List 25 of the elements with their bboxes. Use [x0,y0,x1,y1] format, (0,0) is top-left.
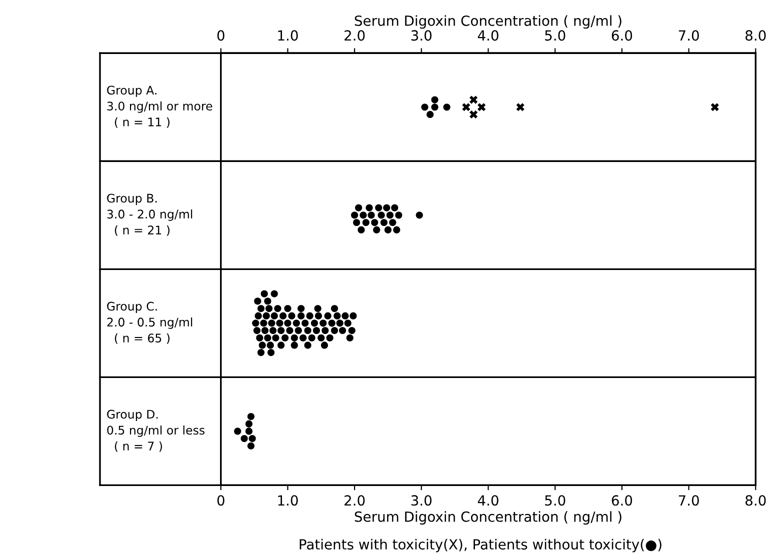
x2-tick-label: 3.0 [411,30,432,41]
x-tick-label: 6.0 [612,495,632,506]
x-tick-label: 4.0 [478,495,498,506]
x2-tick-label: 1.0 [278,30,298,41]
x-axis-title: Serum Digoxin Concentration ( ng/ml ) [354,15,622,29]
x-tick-label: 3.0 [411,495,432,506]
x2-tick-label: 2.0 [344,30,365,41]
x2-tick-label: 0 [217,30,224,41]
y-tick-label: Group D. 0.5 ng/ml or less ( n = 7 ) [107,410,205,452]
x2-tick-label: 5.0 [545,30,566,41]
x2-axis-title: Serum Digoxin Concentration ( ng/ml ) [354,511,622,525]
x-tick-label: 2.0 [344,495,365,506]
x-tick-label: 7.0 [678,495,699,506]
y-tick-label: Group A. 3.0 ng/ml or more ( n = 11 ) [107,86,212,128]
x-tick-label: 0 [217,495,224,506]
x2-tick-label: 8.0 [746,30,766,41]
y-tick-label: Group C. 2.0 - 0.5 ng/ml ( n = 65 ) [107,302,192,344]
text: Patients with toxicity(X), Patients without toxicity(●) [300,538,662,552]
x2-tick-label: 7.0 [678,30,699,41]
x-tick-label: 8.0 [746,495,766,506]
x-tick-label: 1.0 [278,495,298,506]
x2-tick-label: 6.0 [612,30,632,41]
x2-tick-label: 4.0 [478,30,498,41]
y-tick-label: Group B. 3.0 - 2.0 ng/ml ( n = 21 ) [107,194,192,236]
x-tick-label: 5.0 [545,495,566,506]
